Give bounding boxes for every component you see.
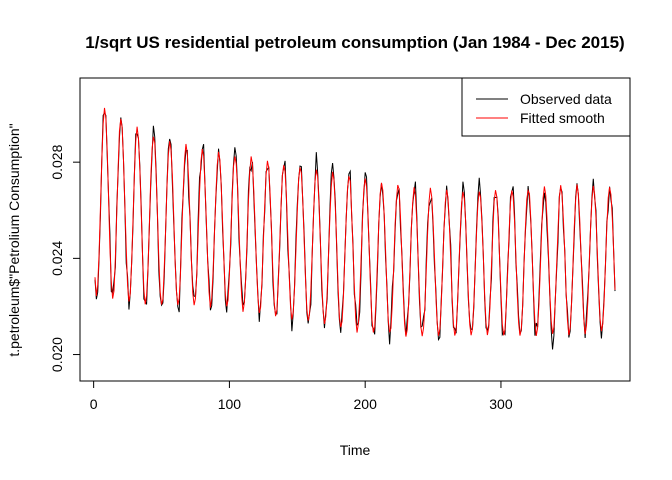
x-axis: 0 100 200 300 [90,380,513,412]
y-axis: 0.020 0.024 0.028 [49,144,81,372]
x-tick-label: 100 [218,396,242,412]
series-layer [94,107,616,350]
x-tick-label: 200 [354,396,378,412]
chart-title: 1/sqrt US residential petroleum consumpt… [85,33,624,52]
series-line-fitted [94,107,616,337]
legend-box [461,77,631,137]
legend-label-fitted: Fitted smooth [520,110,605,126]
x-tick-label: 300 [489,396,513,412]
x-axis-label: Time [340,442,371,458]
x-tick-label: 0 [90,396,98,412]
y-axis-label: t.petroleum$"Petrolium Consumption" [6,123,22,356]
y-tick-label: 0.028 [49,144,65,179]
y-tick-label: 0.020 [49,337,65,372]
y-tick-label: 0.024 [49,241,65,276]
legend-label-observed: Observed data [520,91,612,107]
legend: Observed data Fitted smooth [461,77,631,137]
